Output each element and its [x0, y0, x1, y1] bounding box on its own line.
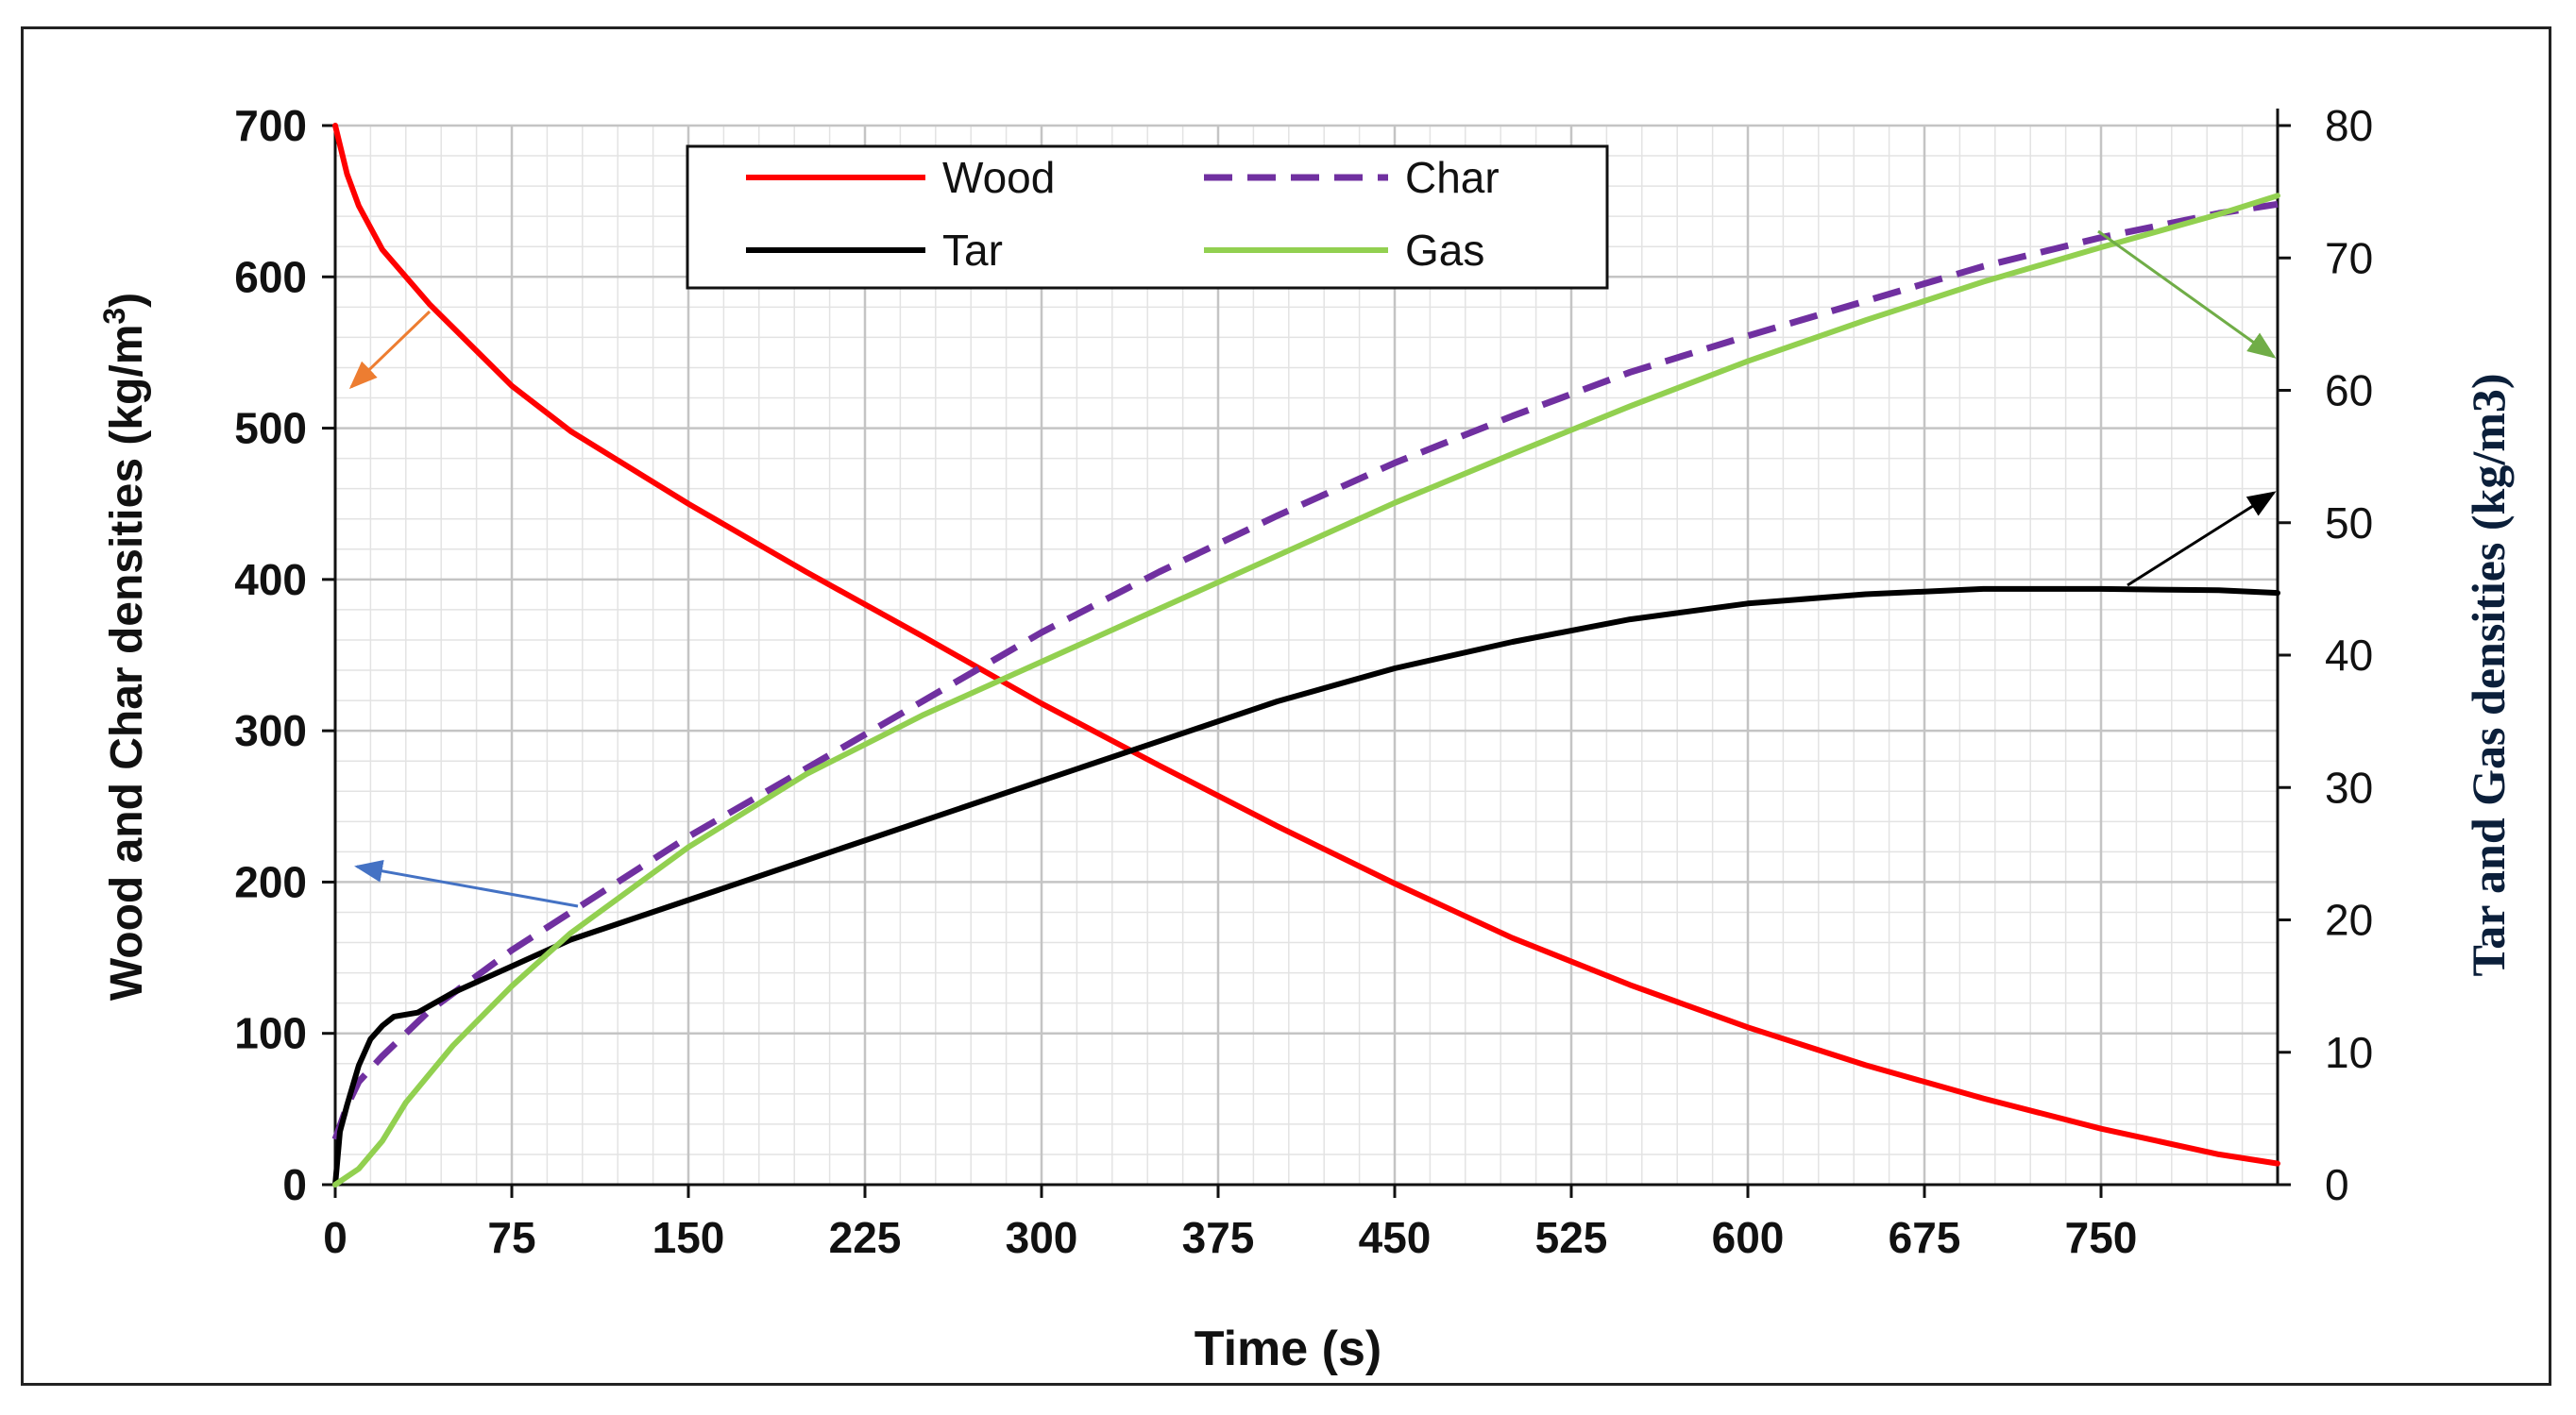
legend: Wood Char Tar Gas	[686, 144, 1609, 290]
legend-box	[686, 144, 1609, 290]
y-left-tick-label: 200	[234, 857, 307, 906]
y-right-tick-label: 60	[2325, 366, 2373, 415]
y-axis-right-title: Tar and Gas densities (kg/m3)	[2462, 373, 2515, 976]
y-left-tick-label: 500	[234, 404, 307, 453]
annotation-arrow	[354, 859, 579, 908]
y-left-tick-label: 700	[234, 101, 307, 150]
series-line-tar	[332, 585, 2280, 1188]
y-right-tick-label: 50	[2325, 498, 2373, 547]
y-right-tick-label: 70	[2325, 233, 2373, 282]
x-tick-label: 375	[1182, 1213, 1255, 1262]
y-right-tick-label: 80	[2325, 101, 2373, 150]
legend-gas-label: Gas	[1405, 226, 1484, 275]
series-line-wood	[332, 123, 2280, 1167]
legend-char-label: Char	[1405, 153, 1500, 202]
annotation-arrows	[348, 229, 2277, 908]
x-tick-label: 675	[1889, 1213, 1961, 1262]
y-left-tick-label: 300	[234, 706, 307, 755]
y-right-tick-label: 30	[2325, 763, 2373, 812]
x-tick-label: 300	[1006, 1213, 1078, 1262]
y-right-tick-label: 0	[2325, 1160, 2349, 1209]
series-line-gas	[332, 193, 2280, 1188]
x-tick-label: 225	[829, 1213, 902, 1262]
y-axis-left-title-main: Wood and Char densities (kg/m	[102, 325, 152, 1002]
x-tick-label: 0	[323, 1213, 347, 1262]
x-tick-label: 75	[487, 1213, 535, 1262]
x-tick-label: 600	[1712, 1213, 1785, 1262]
tick-labels: 0 75 150 225 300 375 450 525 600 675 7500100200300…	[234, 101, 2373, 1262]
x-tick-label: 525	[1535, 1213, 1608, 1262]
y-axis-left-title: Wood and Char densities (kg/m3)	[97, 293, 152, 1001]
y-axis-left-title-close: )	[102, 293, 152, 308]
y-left-tick-label: 100	[234, 1009, 307, 1058]
legend-wood-label: Wood	[942, 153, 1055, 202]
y-left-tick-label: 0	[282, 1160, 307, 1209]
y-right-tick-label: 40	[2325, 631, 2373, 680]
x-tick-label: 450	[1359, 1213, 1432, 1262]
axes	[322, 109, 2291, 1198]
series-layer	[331, 123, 2280, 1188]
x-tick-label: 750	[2065, 1213, 2138, 1262]
y-left-tick-label: 400	[234, 555, 307, 604]
x-tick-label: 150	[652, 1213, 725, 1262]
x-axis-title: Time (s)	[1195, 1322, 1381, 1376]
annotation-arrow	[2097, 229, 2277, 359]
y-axis-left-title-superscript: 3	[97, 308, 131, 325]
series-line-char	[331, 200, 2279, 1141]
y-right-tick-label: 20	[2325, 896, 2373, 945]
y-right-tick-label: 10	[2325, 1028, 2373, 1077]
annotation-arrow	[348, 310, 432, 390]
y-left-tick-label: 600	[234, 252, 307, 301]
legend-tar-label: Tar	[942, 226, 1003, 275]
annotation-arrow	[2127, 491, 2277, 587]
